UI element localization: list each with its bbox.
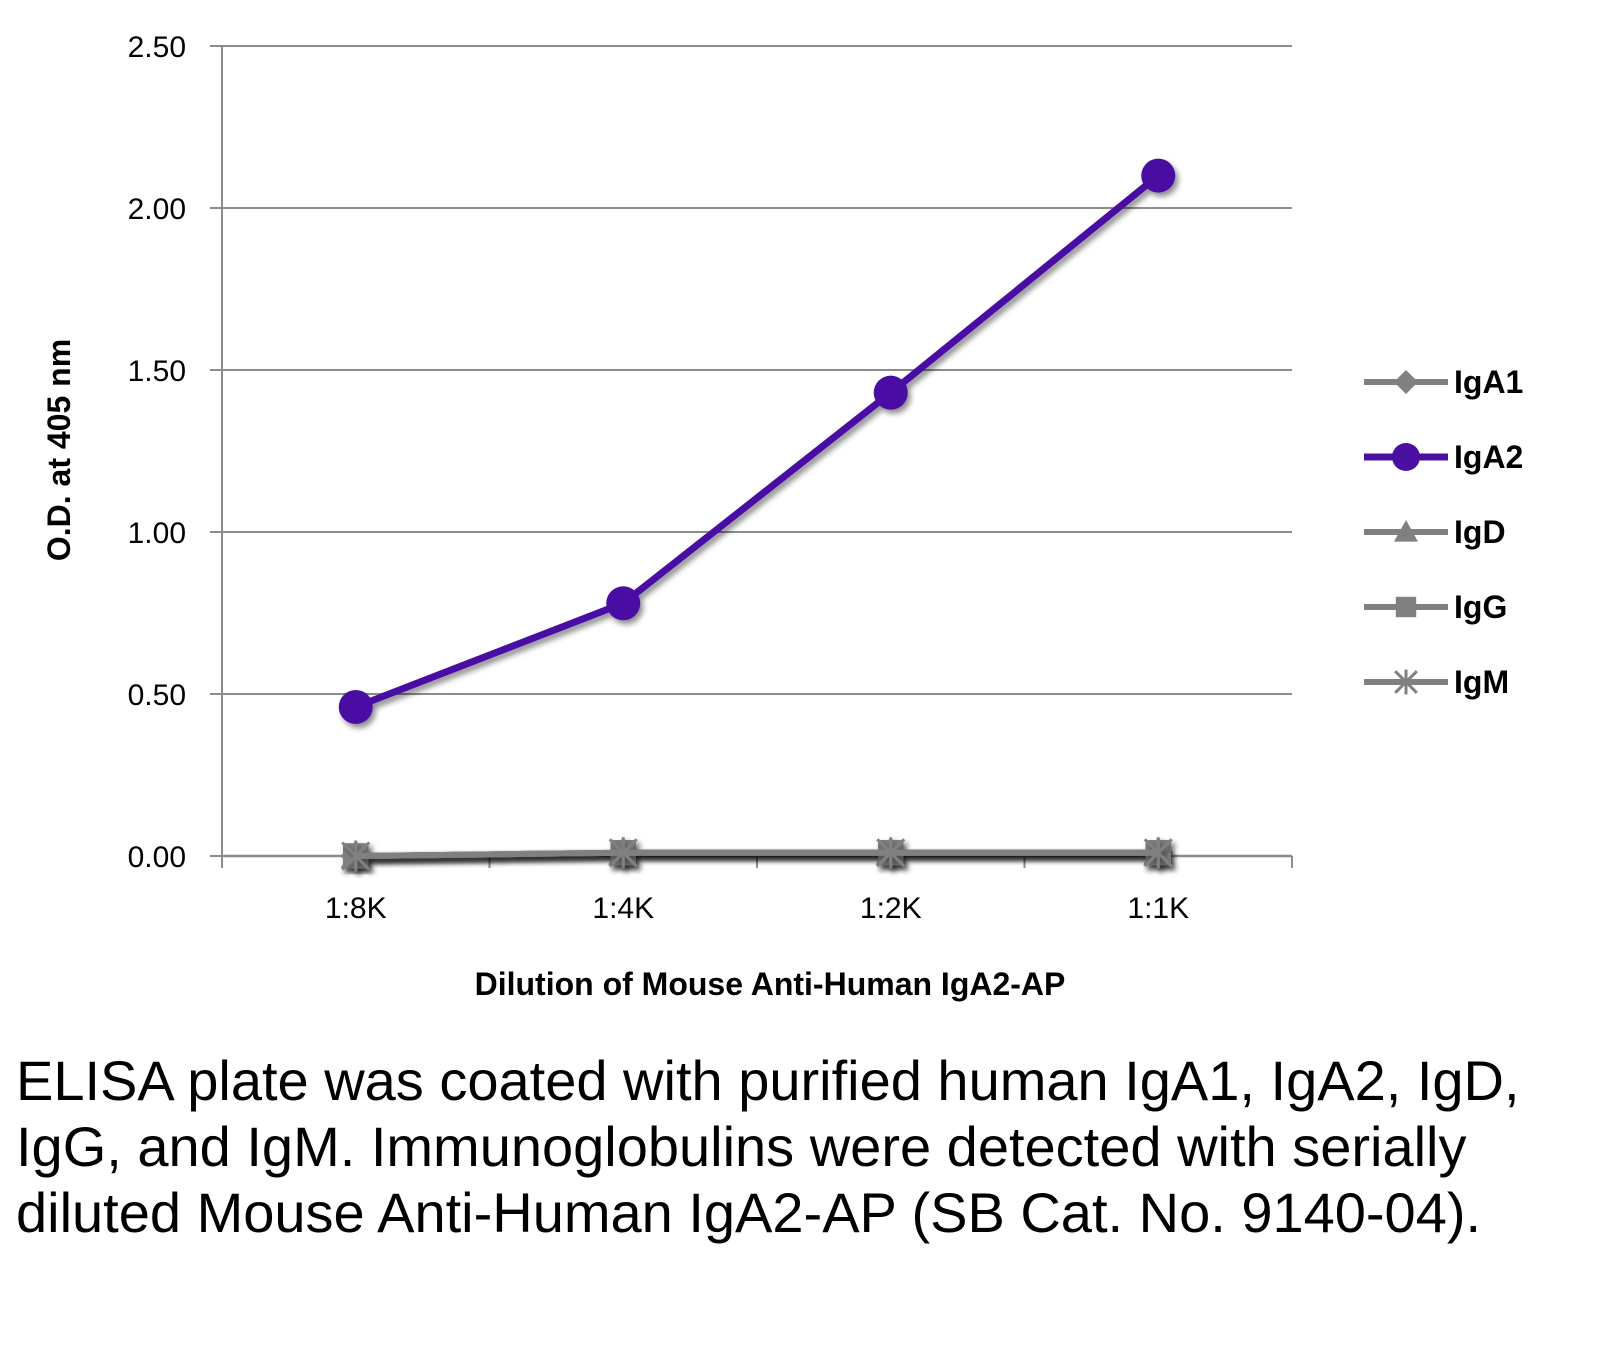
legend-marker-igd bbox=[1394, 520, 1418, 542]
legend-item-igd: IgD bbox=[1364, 514, 1506, 550]
legend: IgA1 IgA2 IgD IgG IgM bbox=[1364, 364, 1523, 700]
gridlines bbox=[210, 45, 1292, 857]
data-point-igm bbox=[608, 837, 638, 869]
series-iga2 bbox=[338, 158, 1176, 724]
data-point-igm bbox=[876, 837, 906, 869]
elisa-line-chart: 0.00 0.50 1.00 1.50 2.00 2.50 1:8K 1:4K 1:2K 1:1K… bbox=[41, 31, 1523, 1002]
x-tick-label: 1:2K bbox=[860, 892, 922, 925]
data-point-iga2 bbox=[1141, 158, 1176, 193]
legend-item-igg: IgG bbox=[1364, 589, 1507, 625]
legend-label-igm: IgM bbox=[1454, 664, 1509, 700]
data-point-igm bbox=[341, 840, 371, 872]
figure-caption: ELISA plate was coated with purified hum… bbox=[16, 1049, 1520, 1244]
legend-item-iga2: IgA2 bbox=[1364, 439, 1523, 475]
legend-label-iga2: IgA2 bbox=[1454, 439, 1523, 475]
series-igm bbox=[341, 837, 1173, 872]
legend-item-iga1: IgA1 bbox=[1364, 364, 1523, 400]
x-axis-title: Dilution of Mouse Anti-Human IgA2-AP bbox=[475, 966, 1066, 1002]
x-tick-label: 1:4K bbox=[592, 892, 654, 925]
axes: 0.00 0.50 1.00 1.50 2.00 2.50 1:8K 1:4K 1:2K 1:1K bbox=[128, 31, 1293, 925]
y-tick-label: 2.50 bbox=[128, 31, 186, 64]
legend-marker-iga2 bbox=[1392, 443, 1420, 471]
x-tick-label: 1:8K bbox=[325, 892, 387, 925]
legend-label-iga1: IgA1 bbox=[1454, 364, 1523, 400]
x-tick-label: 1:1K bbox=[1127, 892, 1189, 925]
legend-label-igg: IgG bbox=[1454, 589, 1507, 625]
series-lines bbox=[338, 158, 1176, 872]
data-point-igm bbox=[1143, 837, 1173, 869]
legend-label-igd: IgD bbox=[1454, 514, 1506, 550]
legend-item-igm: IgM bbox=[1364, 664, 1509, 700]
series-line-iga2 bbox=[354, 172, 1161, 711]
data-point-iga2 bbox=[873, 375, 908, 410]
data-point-iga2 bbox=[606, 586, 641, 621]
y-tick-label: 1.50 bbox=[128, 355, 186, 388]
legend-marker-igm bbox=[1394, 669, 1418, 695]
legend-marker-iga1 bbox=[1394, 370, 1418, 394]
legend-marker-igg bbox=[1395, 596, 1417, 618]
y-tick-label: 2.00 bbox=[128, 193, 186, 226]
y-tick-label: 0.00 bbox=[128, 841, 186, 874]
y-axis-title: O.D. at 405 nm bbox=[41, 339, 77, 561]
data-point-iga2 bbox=[338, 689, 373, 724]
y-tick-label: 0.50 bbox=[128, 679, 186, 712]
y-tick-label: 1.00 bbox=[128, 517, 186, 550]
series-line-igm bbox=[355, 849, 1159, 859]
